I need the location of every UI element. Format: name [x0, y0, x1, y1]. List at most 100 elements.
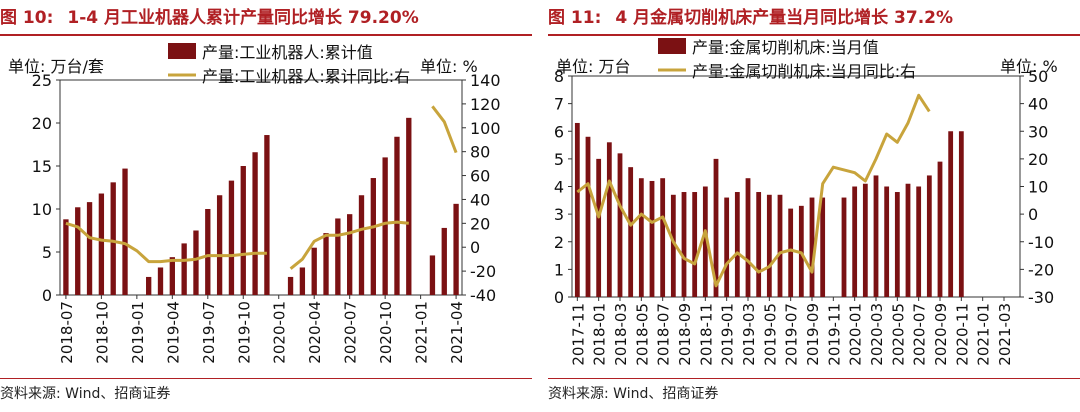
x-axis-tick-label: 2018-10 — [93, 301, 111, 364]
legend-label-bar: 产量:工业机器人:累计值 — [202, 43, 373, 62]
x-axis-tick-label: 2020-01 — [847, 303, 865, 366]
bar — [788, 208, 794, 297]
figure-number: 图 10: — [0, 8, 54, 28]
left-axis-unit: 单位: 万台/套 — [8, 57, 104, 76]
bar — [852, 186, 858, 297]
x-axis-tick-label: 2020-05 — [889, 303, 907, 366]
bar — [841, 197, 847, 297]
right-axis-tick-label: 0 — [1028, 205, 1038, 224]
x-axis-tick-label: 2020-09 — [932, 303, 950, 366]
right-axis-tick-label: 40 — [1028, 95, 1048, 114]
bar — [681, 192, 687, 297]
x-axis-tick-label: 2020-07 — [342, 301, 360, 364]
left-axis-tick-label: 20 — [32, 114, 52, 133]
x-axis-tick-label: 2019-07 — [783, 303, 801, 366]
bar — [702, 186, 708, 297]
x-axis-tick-label: 2019-04 — [164, 301, 182, 364]
bar — [370, 178, 376, 295]
right-axis-tick-label: -10 — [1028, 233, 1054, 252]
x-axis-tick-label: 2019-01 — [129, 301, 147, 364]
bar — [766, 194, 772, 297]
x-axis-tick-label: 2019-07 — [200, 301, 218, 364]
left-axis-tick-label: 10 — [32, 200, 52, 219]
bar — [264, 135, 270, 295]
left-axis-tick-label: 5 — [554, 150, 564, 169]
robot-chart: 0 5 10 15 20 25 -40 -20 0 20 40 60 80 100 120 140 2018-0… — [8, 43, 501, 364]
figure-title: 1-4 月工业机器人累计产量同比增长 79.20% — [67, 8, 419, 28]
bar — [240, 166, 246, 295]
line-series — [289, 220, 409, 270]
right-axis-tick-label: -30 — [1028, 288, 1054, 307]
bar — [734, 192, 740, 297]
bar — [724, 197, 730, 297]
bar — [809, 197, 815, 297]
bar — [862, 183, 868, 297]
bar — [937, 161, 943, 297]
bar — [916, 186, 922, 297]
bar — [347, 214, 353, 295]
bar — [382, 157, 388, 295]
bar — [905, 183, 911, 297]
x-axis-tick-label: 2020-04 — [306, 301, 324, 364]
left-axis-tick-label: 7 — [554, 95, 564, 114]
bar — [926, 175, 932, 297]
bar — [777, 194, 783, 297]
right-axis-tick-label: -20 — [470, 262, 496, 281]
chart-panel-machine-tool: 图 11: 4 月金属切削机床产量当月同比增长 37.2% 0 1 2 3 4 5 6 7 8 -3… — [548, 0, 1080, 412]
bar — [873, 175, 879, 297]
bar — [660, 178, 666, 297]
right-axis-tick-label: 60 — [470, 167, 490, 186]
x-axis-tick-label: 2018-05 — [633, 303, 651, 366]
bar — [453, 203, 459, 295]
left-axis-tick-label: 0 — [42, 286, 52, 305]
bar — [596, 158, 602, 297]
right-axis-tick-label: 30 — [1028, 122, 1048, 141]
chart-title: 图 10: 1-4 月工业机器人累计产量同比增长 79.20% — [0, 2, 532, 36]
right-axis-unit: 单位: % — [1000, 57, 1058, 76]
x-axis-tick-label: 2019-05 — [761, 303, 779, 366]
legend-label-bar: 产量:金属切削机床:当月值 — [692, 38, 879, 57]
bar — [323, 233, 329, 295]
bar — [228, 180, 235, 295]
x-axis-tick-label: 2021-04 — [448, 301, 466, 364]
right-axis-tick-label: 10 — [1028, 178, 1048, 197]
left-axis-tick-label: 4 — [554, 178, 564, 197]
bar — [146, 276, 152, 295]
bar — [606, 142, 612, 297]
x-axis-tick-label: 2018-07 — [58, 301, 76, 364]
legend-label-line: 产量:工业机器人:累计同比:右 — [202, 67, 410, 86]
right-axis-unit: 单位: % — [420, 57, 478, 76]
x-axis-tick-label: 2019-11 — [825, 303, 843, 366]
line-series — [576, 93, 931, 288]
bar — [884, 186, 890, 297]
bar — [169, 257, 175, 295]
bar — [585, 136, 591, 297]
left-axis-tick-label: 8 — [554, 67, 564, 86]
line-series — [65, 221, 267, 264]
bar — [63, 219, 69, 295]
right-axis-tick-label: 120 — [470, 95, 501, 114]
bar — [98, 193, 105, 295]
x-axis-tick-label: 2020-07 — [911, 303, 929, 366]
bar — [193, 230, 199, 295]
legend-swatch-bar — [658, 38, 686, 54]
x-axis-tick-label: 2019-09 — [804, 303, 822, 366]
x-axis-tick-label: 2020-03 — [868, 303, 886, 366]
bar — [311, 247, 317, 295]
left-axis-tick-label: 2 — [554, 233, 564, 252]
x-axis-tick-label: 2020-11 — [953, 303, 971, 366]
bar — [205, 209, 211, 295]
right-axis-tick-label: 0 — [470, 238, 480, 257]
left-axis-tick-label: 0 — [554, 288, 564, 307]
bar — [894, 192, 900, 297]
bar — [335, 218, 341, 295]
left-axis-tick-label: 5 — [42, 243, 52, 262]
bar — [745, 178, 751, 297]
bar — [958, 131, 964, 297]
x-axis-tick-label: 2018-11 — [697, 303, 715, 366]
bar — [299, 267, 306, 295]
left-axis-tick-label: 6 — [554, 122, 564, 141]
bar — [948, 131, 954, 297]
right-axis-tick-label: -40 — [470, 286, 496, 305]
bar — [406, 117, 412, 295]
